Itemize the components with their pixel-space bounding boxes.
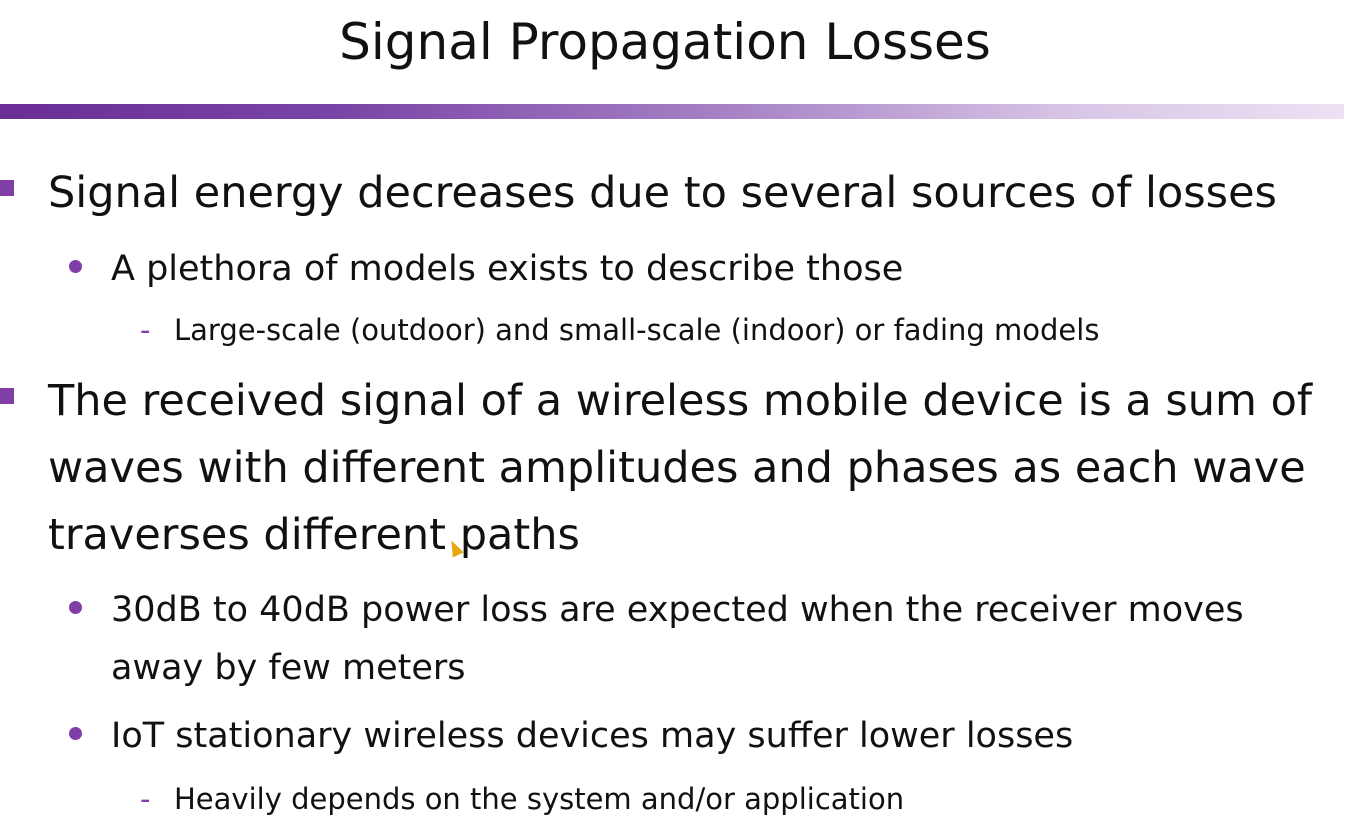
bullet-1-1-text: A plethora of models exists to describe … — [111, 249, 904, 289]
bullet-1-1-1: - Large-scale (outdoor) and small-scale … — [140, 310, 1324, 350]
title-underline-bar — [0, 104, 1344, 119]
round-bullet-icon — [69, 601, 82, 614]
bullet-2-text: The received signal of a wireless mobile… — [48, 376, 1313, 560]
bullet-2-2-text: IoT stationary wireless devices may suff… — [111, 716, 1074, 756]
bullet-2-2: IoT stationary wireless devices may suff… — [69, 707, 1311, 765]
bullet-1-1-1-text: Large-scale (outdoor) and small-scale (i… — [174, 313, 1100, 347]
bullet-1: Signal energy decreases due to several s… — [0, 160, 1338, 227]
round-bullet-icon — [69, 260, 82, 273]
bullet-2-1: 30dB to 40dB power loss are expected whe… — [69, 581, 1311, 697]
bullet-1-1: A plethora of models exists to describe … — [69, 240, 1311, 298]
dash-bullet-icon: - — [140, 782, 151, 816]
dash-bullet-icon: - — [140, 313, 151, 347]
bullet-1-text: Signal energy decreases due to several s… — [48, 168, 1277, 218]
bullet-2-2-1: - Heavily depends on the system and/or a… — [140, 779, 1324, 819]
square-bullet-icon — [0, 388, 14, 404]
bullet-2: The received signal of a wireless mobile… — [0, 368, 1338, 569]
round-bullet-icon — [69, 727, 82, 740]
square-bullet-icon — [0, 180, 14, 196]
slide-title: Signal Propagation Losses — [339, 13, 991, 71]
bullet-2-1-text: 30dB to 40dB power loss are expected whe… — [111, 590, 1244, 688]
bullet-2-2-1-text: Heavily depends on the system and/or app… — [174, 782, 905, 816]
